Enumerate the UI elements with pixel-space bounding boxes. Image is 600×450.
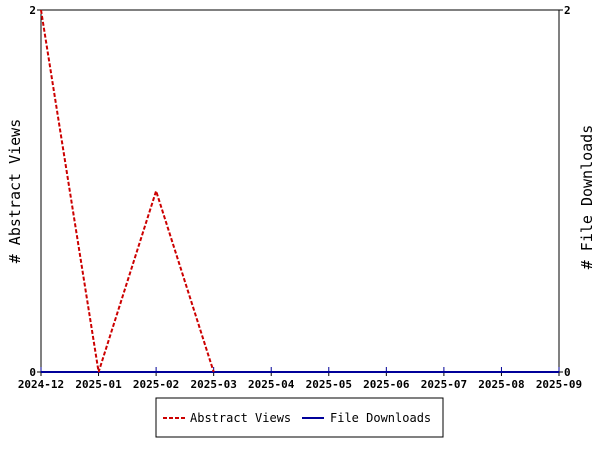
y-tick-label-right-0: 0: [564, 366, 571, 379]
x-axis: 2024-12 2025-01 2025-02 2025-03 2025-04 2025-…: [18, 367, 582, 391]
x-tick-label-2025-08: 2025-08: [478, 378, 524, 391]
x-tick-label-2025-02: 2025-02: [133, 378, 179, 391]
x-tick-label-2025-09: 2025-09: [536, 378, 582, 391]
series-layer: [40, 9, 559, 373]
x-tick-label-2025-07: 2025-07: [421, 378, 467, 391]
x-tick-label-2025-05: 2025-05: [306, 378, 352, 391]
x-tick-label-2025-01: 2025-01: [75, 378, 122, 391]
x-tick-label-2024-12: 2024-12: [18, 378, 64, 391]
legend: Abstract Views File Downloads: [155, 397, 444, 438]
series-line-abstract-views: [40, 9, 215, 373]
y-tick-label-left-0: 0: [29, 366, 36, 379]
y-tick-label-right-2: 2: [564, 4, 571, 17]
plot-area: [40, 9, 560, 373]
x-tick-label-2025-06: 2025-06: [363, 378, 410, 391]
x-tick-label-2025-04: 2025-04: [248, 378, 295, 391]
legend-label-abstract-views: Abstract Views: [190, 411, 291, 425]
legend-label-file-downloads: File Downloads: [330, 411, 431, 425]
y-axis-title-left: # Abstract Views: [6, 119, 24, 264]
x-tick-label-2025-03: 2025-03: [190, 378, 236, 391]
legend-box: [155, 397, 444, 438]
y-axis-title-right: # File Downloads: [578, 125, 596, 270]
y-axes: 0 2 0 2: [29, 4, 570, 379]
y-tick-label-left-2: 2: [29, 4, 36, 17]
